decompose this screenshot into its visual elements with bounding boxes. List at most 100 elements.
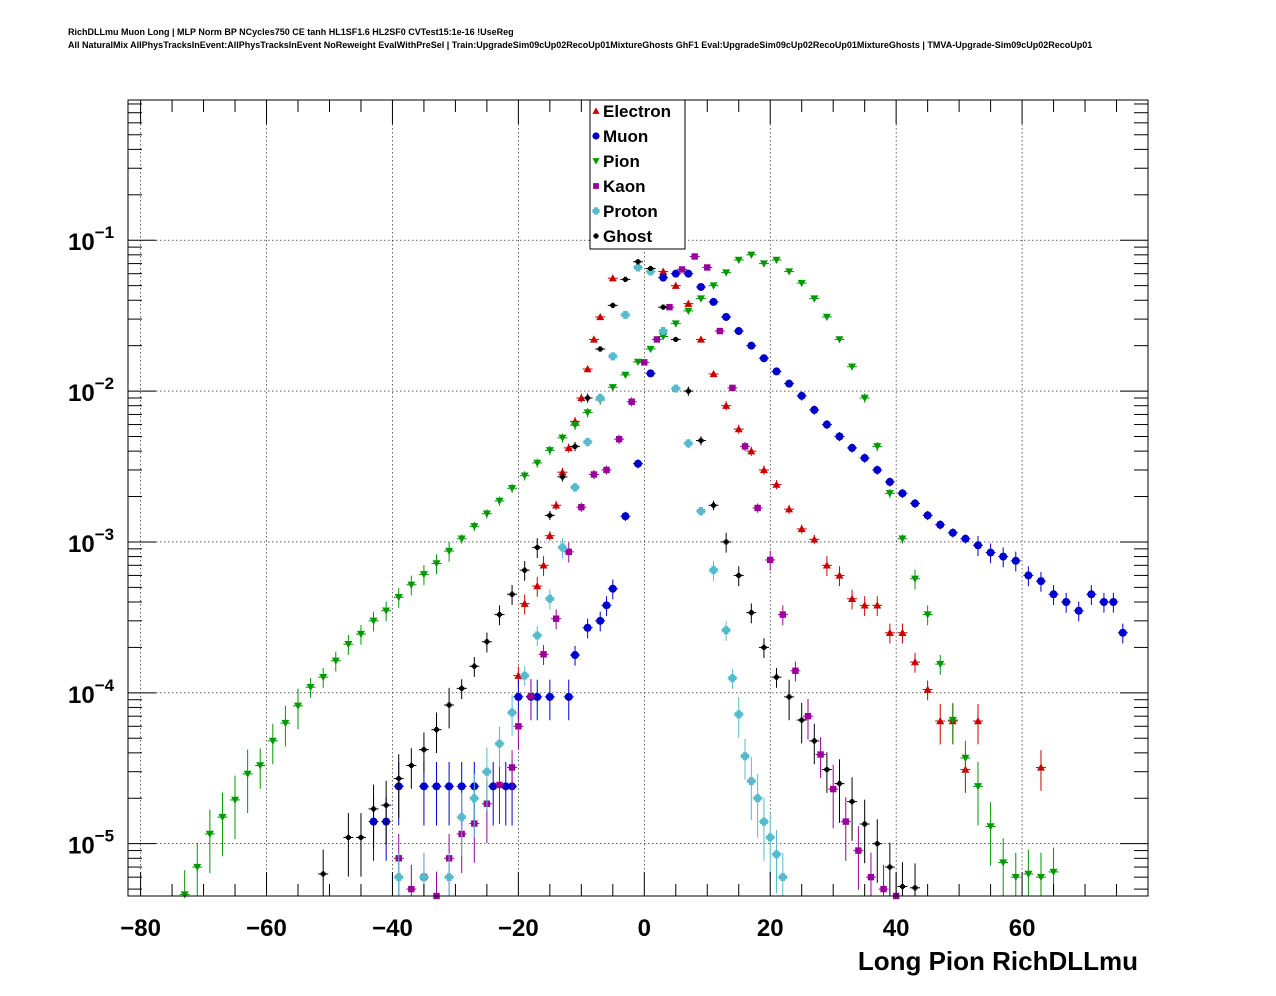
data-point-pion (860, 394, 869, 402)
data-point-muon (709, 297, 718, 306)
data-point-proton (772, 850, 781, 859)
data-point-muon (860, 454, 869, 463)
data-point-proton (470, 794, 479, 803)
data-point-pion (545, 447, 554, 455)
data-point-kaon (880, 885, 887, 893)
x-tick-label: 40 (883, 915, 910, 942)
data-point-pion (193, 863, 202, 872)
data-point-ghost (383, 802, 389, 808)
data-point-pion (1011, 873, 1020, 882)
data-point-kaon (540, 651, 547, 658)
data-point-kaon (792, 667, 799, 674)
data-point-electron (583, 365, 592, 373)
data-point-muon (571, 651, 580, 660)
data-point-proton (778, 873, 787, 882)
data-point-proton (728, 674, 737, 683)
data-point-ghost (396, 776, 402, 782)
data-point-muon (583, 623, 592, 632)
data-point-proton (520, 671, 529, 680)
data-point-proton (545, 594, 554, 603)
data-point-pion (306, 683, 315, 692)
data-point-electron (974, 717, 982, 725)
legend-marker-proton (592, 207, 600, 215)
data-point-pion (256, 762, 265, 770)
data-point-ghost (547, 512, 553, 518)
data-point-kaon (590, 471, 598, 478)
data-point-pion (482, 510, 491, 518)
data-point-kaon (496, 781, 503, 789)
data-point-pion (394, 594, 403, 602)
data-point-electron (659, 267, 668, 275)
data-point-pion (470, 523, 479, 531)
data-point-ghost (874, 841, 880, 847)
data-point-kaon (615, 435, 623, 443)
data-point-pion (419, 571, 428, 579)
data-point-muon (785, 379, 794, 388)
data-point-muon (1118, 628, 1127, 637)
data-point-electron (759, 465, 768, 474)
data-point-muon (810, 405, 819, 414)
data-point-muon (608, 584, 617, 593)
data-point-pion (785, 268, 794, 276)
data-point-proton (684, 439, 693, 448)
legend-entry-muon: Muon (603, 127, 648, 146)
data-point-ghost (811, 738, 817, 744)
data-point-kaon (842, 818, 849, 825)
data-point-pion (810, 295, 819, 303)
data-point-ghost (698, 437, 704, 444)
data-point-kaon (704, 264, 711, 271)
data-point-muon (873, 465, 882, 474)
data-point-proton (722, 626, 731, 635)
data-point-electron (810, 535, 819, 543)
data-point-ghost (421, 747, 427, 753)
data-point-pion (1049, 868, 1058, 876)
data-point-proton (608, 352, 617, 361)
data-point-ghost (433, 727, 440, 733)
data-point-pion (331, 657, 340, 665)
data-point-electron (539, 561, 548, 569)
data-point-muon (1049, 590, 1058, 599)
data-point-electron (923, 685, 932, 693)
data-point-muon (564, 692, 573, 701)
data-point-muon (684, 269, 693, 278)
data-point-pion (356, 630, 365, 639)
data-point-kaon (515, 723, 522, 730)
data-point-ghost (710, 502, 717, 508)
legend-entry-kaon: Kaon (603, 177, 646, 196)
data-point-muon (722, 312, 731, 321)
data-point-electron (936, 717, 945, 725)
data-point-ghost (585, 395, 591, 401)
data-point-ghost (849, 799, 855, 805)
data-point-proton (734, 710, 743, 719)
series-proton (393, 263, 788, 896)
data-point-ghost (345, 834, 351, 841)
data-point-ghost (320, 871, 326, 877)
legend-marker-kaon (593, 183, 599, 189)
data-point-ghost (610, 302, 616, 308)
data-point-ghost (534, 544, 540, 551)
data-point-proton (747, 777, 756, 786)
data-point-pion (659, 333, 668, 341)
data-point-kaon (527, 692, 535, 700)
chart-title-line-1: RichDLLmu Muon Long | MLP Norm BP NCycle… (68, 27, 514, 37)
data-point-ghost (736, 572, 742, 579)
legend-marker-electron (592, 107, 600, 114)
data-point-pion (344, 641, 353, 649)
legend-entry-ghost: Ghost (603, 227, 652, 246)
data-point-ghost (748, 610, 754, 616)
data-point-ghost (559, 474, 566, 480)
data-point-pion (205, 830, 214, 838)
data-point-pion (621, 371, 630, 379)
data-point-pion (722, 269, 731, 277)
data-point-electron (608, 274, 617, 282)
data-point-electron (747, 447, 756, 455)
data-point-electron (722, 401, 731, 409)
data-point-ghost (673, 336, 679, 343)
data-point-kaon (855, 847, 862, 854)
x-tick-label: −60 (246, 915, 287, 942)
data-point-muon (885, 477, 894, 486)
data-point-proton (753, 794, 762, 803)
data-point-muon (501, 782, 510, 791)
data-point-pion (608, 384, 617, 392)
data-point-ghost (509, 591, 515, 597)
